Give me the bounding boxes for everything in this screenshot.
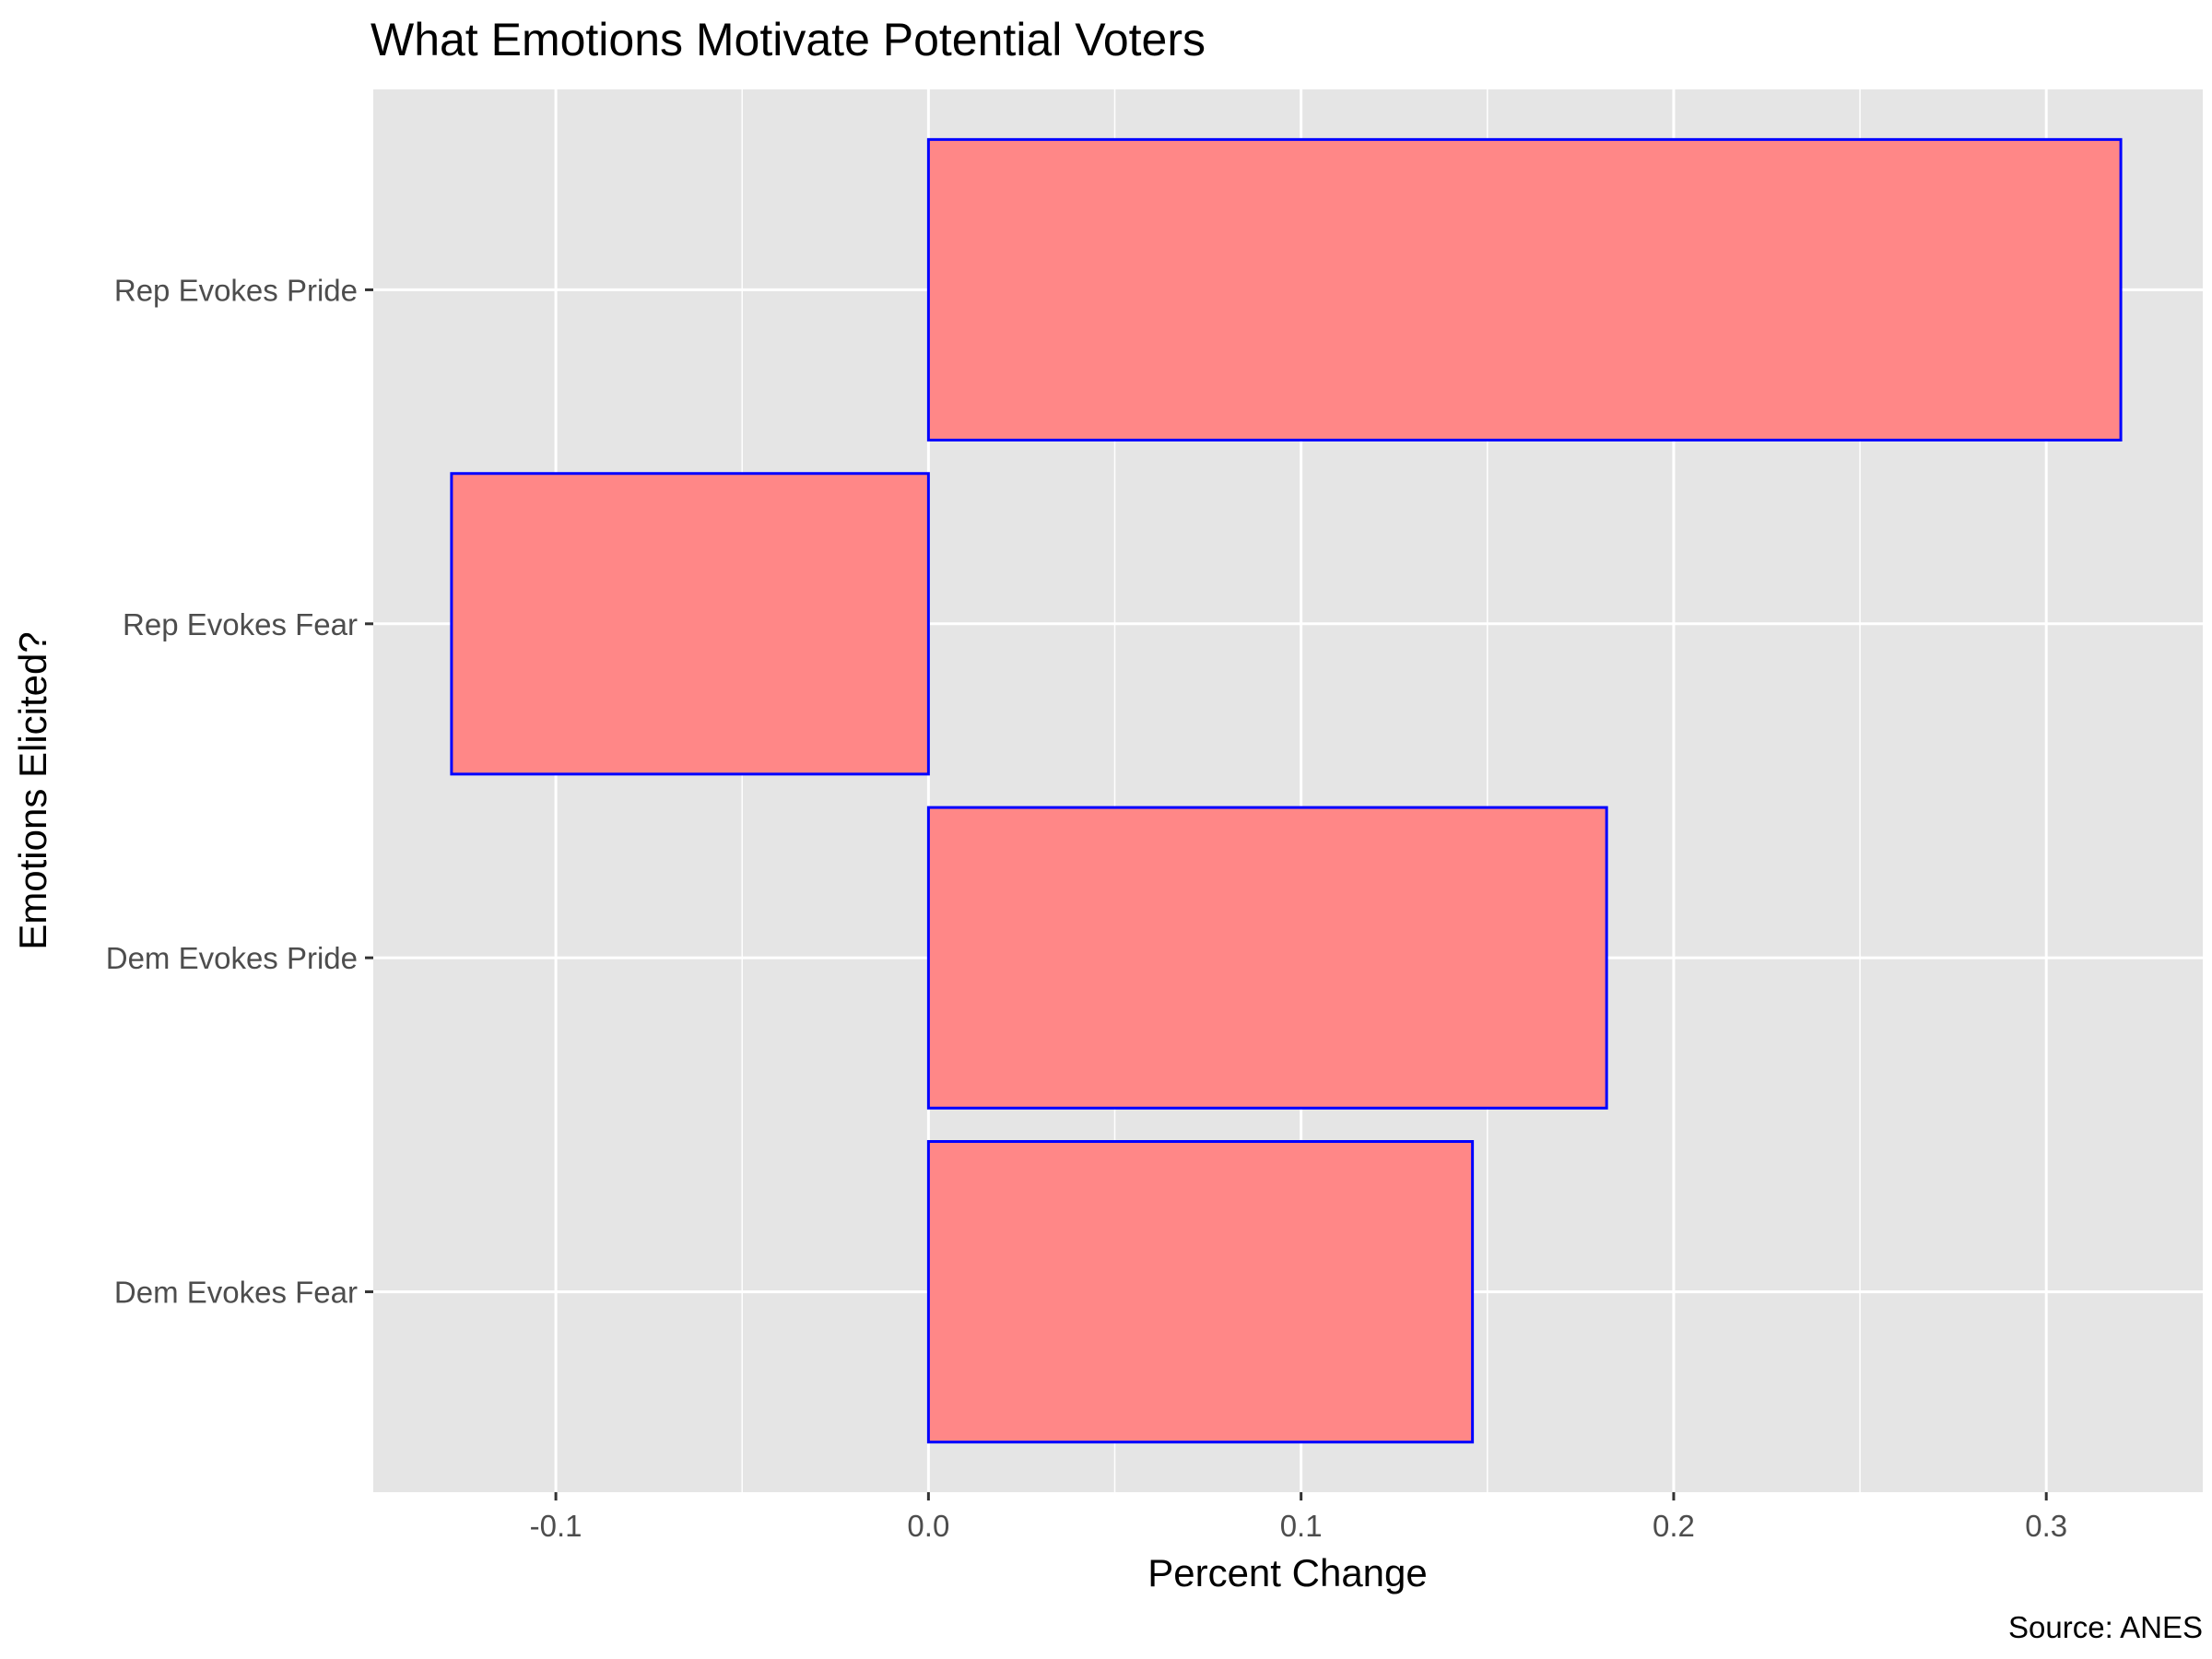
y-tick-label: Dem Evokes Pride <box>106 941 358 975</box>
y-axis-title: Emotions Elicited? <box>11 631 54 950</box>
y-tick-label: Dem Evokes Fear <box>114 1276 358 1310</box>
x-axis-title: Percent Change <box>1147 1551 1428 1594</box>
bar-rep-evokes-fear <box>450 472 930 776</box>
x-axis: -0.1 0.0 0.1 0.2 0.3 <box>530 1492 2067 1543</box>
bars <box>450 137 2123 1444</box>
x-tick-label: 0.2 <box>1653 1509 1695 1543</box>
y-tick-label: Rep Evokes Pride <box>114 273 358 307</box>
x-tick-label: 0.0 <box>907 1509 949 1543</box>
source-caption: Source: ANES <box>2008 1610 2203 1644</box>
y-axis: Dem Evokes Fear Dem Evokes Pride Rep Evoke… <box>106 273 373 1310</box>
bar-dem-evokes-fear <box>926 1140 1475 1444</box>
x-tick-label: 0.3 <box>2025 1509 2067 1543</box>
y-tick-label: Rep Evokes Fear <box>123 607 358 641</box>
bar-rep-evokes-pride <box>926 137 2123 441</box>
x-tick-label: -0.1 <box>530 1509 582 1543</box>
chart-title: What Emotions Motivate Potential Voters <box>371 14 1206 65</box>
x-tick-label: 0.1 <box>1280 1509 1323 1543</box>
bar-dem-evokes-pride <box>926 806 1608 1110</box>
